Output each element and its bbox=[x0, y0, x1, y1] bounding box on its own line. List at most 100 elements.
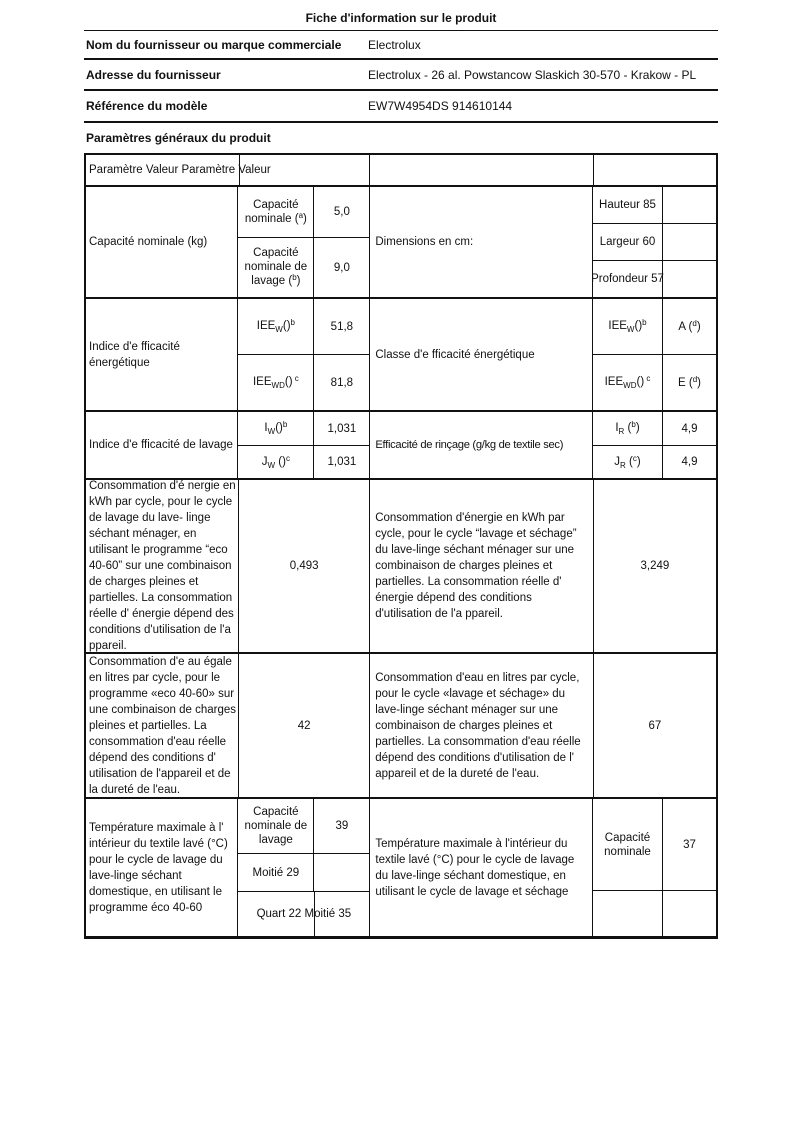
row-capacite-nominale: Capacité nominale (kg) Capacité nominale… bbox=[86, 185, 716, 297]
param-label: Indice d'e fficacité énergétique bbox=[86, 299, 239, 410]
param-subtable: IW()b 1,031 JW ()c 1,031 bbox=[238, 412, 370, 478]
param-subtable: Capacité nominale de lavage 39 Moitié 29… bbox=[238, 799, 370, 936]
dimension-label: Largeur 60 bbox=[593, 224, 663, 260]
sub-row: Quart 22 Moitié 35 bbox=[238, 891, 370, 936]
formula-sup: c bbox=[632, 453, 637, 463]
energy-class-value: A (d) bbox=[678, 318, 701, 333]
document-content: Fiche d'information sur le produit Nom d… bbox=[84, 0, 718, 939]
formula-sub: R bbox=[620, 460, 626, 470]
table-header-cell bbox=[240, 155, 370, 185]
formula-sup: b bbox=[290, 318, 295, 327]
param-description: Température maximale à l' intérieur du t… bbox=[86, 799, 239, 936]
param-description: Consommation d'é nergie en kWh par cycle… bbox=[86, 480, 240, 652]
formula-sup: c bbox=[285, 453, 290, 463]
formula-label: IR (b) bbox=[593, 412, 663, 445]
dimension-value bbox=[663, 224, 716, 260]
info-row-supplier-address: Adresse du fournisseur Electrolux - 26 a… bbox=[84, 60, 718, 91]
energy-class-value: E (d) bbox=[678, 374, 701, 389]
param-description: Consommation d'eau en litres par cycle, … bbox=[369, 654, 594, 797]
sub-value: 1,031 bbox=[327, 456, 357, 468]
param-subtable: IEEW()b A (d) IEEWD() c E (d) bbox=[593, 299, 716, 410]
label-text: Capacité nominale (a) bbox=[244, 198, 307, 225]
param-subtable: Hauteur 85 Largeur 60 Profondeur 57 bbox=[591, 187, 716, 297]
formula-label: JR (c) bbox=[593, 446, 663, 478]
param-subtable: IR (b) 4,9 JR (c) 4,9 bbox=[593, 412, 716, 478]
info-value: Electrolux bbox=[368, 37, 421, 52]
row-consommation-eau: Consommation d'e au égale en litres par … bbox=[86, 652, 716, 797]
sub-label: Quart 22 Moitié 35 bbox=[256, 908, 352, 920]
formula-label: JW ()c bbox=[238, 446, 315, 478]
param-value: 0,493 bbox=[289, 560, 319, 572]
param-label: Classe d'e fficacité énergétique bbox=[369, 299, 593, 410]
sub-row: IEEWD() c E (d) bbox=[593, 354, 716, 410]
footnote-sup: d bbox=[692, 318, 697, 328]
sub-row: IW()b 1,031 bbox=[238, 412, 369, 445]
param-label: Dimensions en cm: bbox=[369, 187, 593, 297]
sub-value: 51,8 bbox=[330, 320, 354, 333]
sub-label: Capacité nominale bbox=[593, 799, 663, 890]
param-label: Indice d'e fficacité de lavage bbox=[86, 412, 239, 478]
sub-value: 4,9 bbox=[681, 456, 698, 468]
info-row-model-reference: Référence du modèle EW7W4954DS 914610144 bbox=[84, 91, 718, 123]
param-subtable: Capacité nominale 37 bbox=[593, 799, 716, 936]
sub-value: 5,0 bbox=[333, 206, 350, 218]
sub-row: IEEW()b A (d) bbox=[593, 299, 716, 354]
formula-sub: W bbox=[267, 460, 276, 470]
sub-value bbox=[314, 854, 369, 891]
formula-sub: R bbox=[618, 427, 625, 436]
sub-row: Moitié 29 bbox=[238, 853, 370, 891]
info-value: Electrolux - 26 al. Powstancow Slaskich … bbox=[368, 67, 697, 82]
sub-row: IEEWD() c 81,8 bbox=[238, 354, 370, 410]
label-text: Capacité nominale de lavage (b) bbox=[244, 247, 308, 287]
param-label: Capacité nominale (kg) bbox=[86, 187, 239, 297]
formula-sup: b bbox=[282, 420, 288, 429]
dimension-label: Hauteur 85 bbox=[593, 187, 663, 223]
merged-sub-cell: Quart 22 Moitié 35 bbox=[238, 892, 369, 936]
table-header-cell bbox=[370, 155, 595, 185]
sub-row: IEEW()b 51,8 bbox=[238, 299, 369, 354]
formula-label: IEEWD() c bbox=[593, 355, 663, 410]
sub-row: Capacité nominale de lavage (b) 9,0 bbox=[238, 237, 370, 297]
sub-value bbox=[663, 891, 716, 936]
formula-label: IEEWD() c bbox=[238, 355, 315, 410]
param-description: Température maximale à l'intérieur du te… bbox=[369, 799, 593, 936]
sub-label: Moitié 29 bbox=[238, 854, 315, 891]
section-title: Paramètres généraux du produit bbox=[86, 131, 271, 145]
sub-row: JR (c) 4,9 bbox=[593, 445, 716, 478]
param-description: Consommation d'énergie en kWh par cycle,… bbox=[369, 480, 594, 652]
table-header-label: Paramètre Valeur Paramètre Valeur bbox=[89, 164, 271, 176]
sub-label: Capacité nominale (a) bbox=[238, 187, 315, 237]
sub-row: IR (b) 4,9 bbox=[593, 412, 716, 445]
formula-sub: W bbox=[626, 325, 635, 334]
info-label: Nom du fournisseur ou marque commerciale bbox=[86, 37, 342, 52]
formula-sub: WD bbox=[271, 381, 285, 390]
formula-sup: c bbox=[644, 374, 651, 383]
sub-value: 37 bbox=[683, 838, 696, 851]
info-value: EW7W4954DS 914610144 bbox=[368, 99, 513, 113]
param-description: Consommation d'e au égale en litres par … bbox=[86, 654, 240, 797]
sub-value: 9,0 bbox=[333, 261, 350, 274]
sub-row: Capacité nominale 37 bbox=[593, 799, 716, 890]
formula-label: IEEW()b bbox=[238, 299, 315, 354]
info-row-supplier-name: Nom du fournisseur ou marque commerciale… bbox=[84, 31, 718, 60]
sub-row: JW ()c 1,031 bbox=[238, 445, 370, 478]
param-subtable: Capacité nominale (a) 5,0 Capacité nomin… bbox=[238, 187, 370, 297]
formula-label: IEEW()b bbox=[593, 299, 663, 354]
param-value: 3,249 bbox=[640, 560, 670, 572]
table-header-cell bbox=[594, 155, 716, 185]
info-label: Référence du modèle bbox=[86, 99, 208, 113]
param-label: Efficacité de rinçage (g/kg de textile s… bbox=[369, 412, 593, 478]
sub-row: Largeur 60 bbox=[593, 223, 716, 260]
formula-sup: b bbox=[631, 420, 636, 429]
dimension-label: Profondeur 57 bbox=[591, 261, 664, 297]
sub-label: Capacité nominale de lavage bbox=[238, 799, 315, 853]
parameters-table: Paramètre Valeur Paramètre Valeur Capaci… bbox=[84, 153, 718, 939]
column-divider-line bbox=[314, 892, 316, 936]
sub-row: Hauteur 85 bbox=[593, 187, 716, 223]
param-value: 67 bbox=[648, 719, 662, 732]
info-label: Adresse du fournisseur bbox=[86, 67, 221, 82]
sub-row: Capacité nominale (a) 5,0 bbox=[238, 187, 369, 237]
sub-label: Capacité nominale de lavage (b) bbox=[238, 238, 315, 297]
formula-sub: WD bbox=[623, 381, 637, 390]
